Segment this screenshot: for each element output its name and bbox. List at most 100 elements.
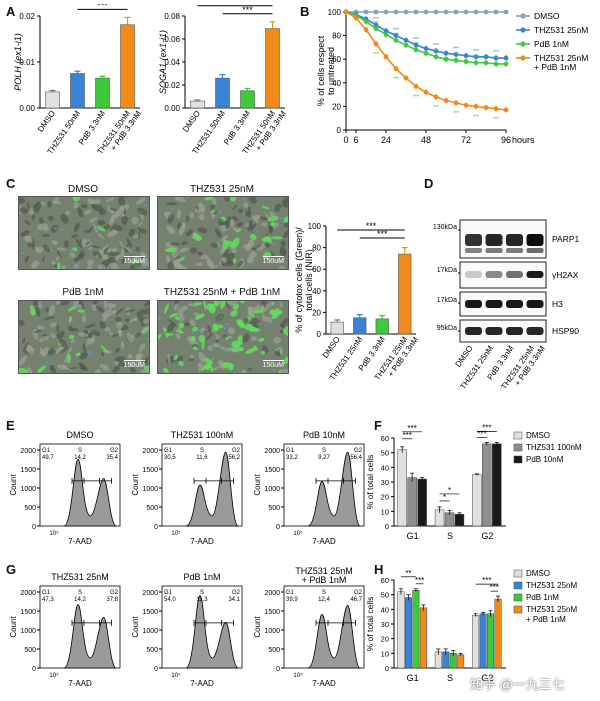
nucleus bbox=[187, 197, 190, 199]
cell bbox=[111, 247, 118, 253]
y-tick-label: 40 bbox=[381, 605, 389, 614]
y-tick-label: 20 bbox=[381, 493, 389, 502]
legend-swatch-dot bbox=[520, 13, 526, 19]
cell bbox=[87, 198, 94, 205]
series-point bbox=[473, 9, 479, 15]
x-tick-label: S bbox=[447, 673, 453, 683]
x-axis-label: 7-AAD bbox=[68, 537, 92, 546]
gate-value: 14,2 bbox=[74, 455, 86, 461]
histogram-title: PdB 1nM bbox=[183, 572, 220, 582]
cell bbox=[189, 212, 195, 218]
legend-swatch-dot bbox=[520, 55, 526, 61]
cell bbox=[82, 239, 91, 243]
gate-name: G1 bbox=[164, 590, 173, 596]
histogram-title: DMSO bbox=[67, 430, 94, 440]
y-axis-label: Count bbox=[253, 616, 262, 638]
cell bbox=[213, 301, 221, 307]
cell bbox=[243, 202, 249, 208]
cell bbox=[215, 334, 220, 341]
cell bbox=[283, 222, 288, 228]
gate-name: G2 bbox=[232, 448, 241, 454]
panel-letter-d: D bbox=[424, 176, 434, 191]
legend-swatch bbox=[513, 455, 523, 464]
cell bbox=[109, 262, 119, 269]
x-tick-label: 10⁵ bbox=[49, 672, 59, 679]
cell bbox=[141, 356, 149, 365]
cell bbox=[224, 197, 231, 202]
y-axis-label: Count bbox=[131, 474, 140, 496]
series-point bbox=[453, 57, 459, 63]
cell bbox=[109, 222, 117, 232]
significance-mark: *** bbox=[373, 17, 379, 23]
significance-label: *** bbox=[97, 4, 108, 10]
gate-value: 35,4 bbox=[106, 455, 118, 461]
y-tick-label: 10 bbox=[381, 649, 389, 658]
cell bbox=[196, 262, 203, 266]
histogram-title-line: PdB 1nM bbox=[183, 572, 220, 582]
nucleus bbox=[223, 327, 227, 330]
cell bbox=[68, 328, 79, 332]
cell bbox=[185, 229, 194, 237]
bar bbox=[95, 77, 110, 109]
cell bbox=[109, 256, 117, 264]
nucleus bbox=[158, 317, 161, 320]
cell bbox=[236, 319, 246, 329]
cell bbox=[261, 205, 270, 210]
legend-label: DMSO bbox=[534, 11, 560, 21]
significance-label: * bbox=[448, 486, 451, 495]
x-tick-label: DMSO bbox=[321, 335, 342, 360]
cell bbox=[164, 333, 174, 336]
y-tick-label: 1000 bbox=[142, 486, 158, 493]
series-point bbox=[383, 54, 389, 60]
nucleus bbox=[280, 216, 283, 220]
series-point bbox=[393, 9, 399, 15]
series-point bbox=[403, 75, 409, 81]
legend-label: PdB 1nM bbox=[526, 593, 559, 602]
y-axis-label: Count bbox=[131, 616, 140, 638]
cell bbox=[93, 224, 98, 234]
y-axis-label: % of total cells bbox=[365, 597, 375, 652]
cell bbox=[229, 218, 235, 228]
legend-label: THZ531 25nM bbox=[526, 581, 577, 590]
scale-bar: 150uM bbox=[123, 256, 145, 265]
cell bbox=[165, 242, 171, 248]
cell bbox=[209, 204, 216, 210]
gate-value: 37,8 bbox=[106, 597, 118, 603]
cell bbox=[217, 241, 221, 249]
cell bbox=[19, 319, 25, 326]
cell bbox=[81, 315, 87, 323]
cell bbox=[24, 236, 33, 243]
cell bbox=[38, 336, 50, 343]
cell bbox=[264, 242, 271, 248]
series-point bbox=[363, 19, 369, 24]
y-axis-label-line: to untreated bbox=[326, 47, 336, 95]
x-tick-label: G1 bbox=[407, 673, 419, 683]
cell bbox=[81, 252, 86, 261]
y-tick-label: 1500 bbox=[20, 467, 36, 474]
y-tick-label: 1500 bbox=[142, 467, 158, 474]
cell bbox=[102, 313, 110, 322]
series-point bbox=[423, 46, 429, 51]
legend-swatch bbox=[513, 605, 523, 614]
bar bbox=[494, 598, 502, 669]
y-tick-label: 500 bbox=[146, 647, 158, 654]
cell bbox=[87, 246, 94, 251]
significance-mark: *** bbox=[453, 111, 459, 117]
cell bbox=[281, 204, 288, 208]
cell bbox=[273, 336, 282, 344]
cell bbox=[208, 303, 216, 314]
gate-value: 46,7 bbox=[350, 597, 362, 603]
series-point bbox=[463, 59, 469, 64]
cell bbox=[75, 352, 81, 357]
series-point bbox=[373, 22, 379, 28]
y-tick-label: 0.04 bbox=[164, 58, 180, 67]
cell bbox=[114, 254, 121, 261]
cell bbox=[283, 356, 288, 365]
x-tick-label-line: DMSO bbox=[36, 109, 57, 134]
gate-name: G2 bbox=[354, 590, 363, 596]
y-tick-label: 0 bbox=[317, 330, 322, 339]
cell bbox=[135, 197, 146, 205]
x-axis-label: 7-AAD bbox=[312, 679, 336, 688]
gate-value: 39,9 bbox=[286, 597, 298, 603]
